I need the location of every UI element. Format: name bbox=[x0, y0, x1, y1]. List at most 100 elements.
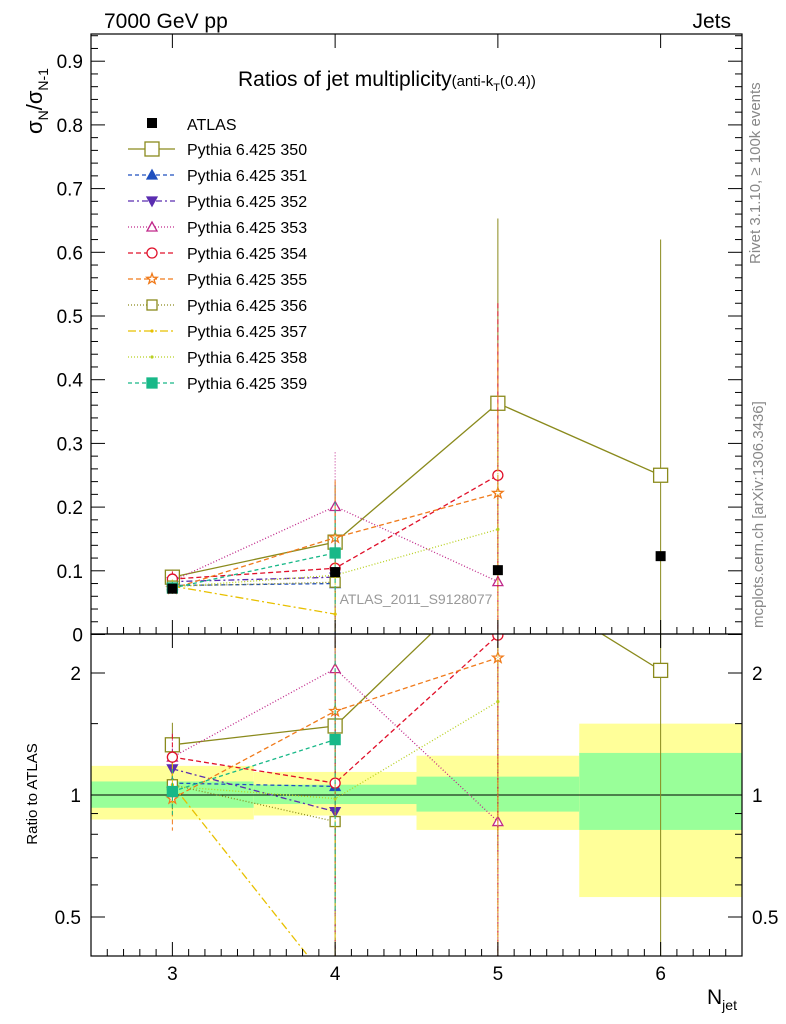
legend-358-marker bbox=[150, 355, 154, 359]
ylabel-ratio: Ratio to ATLAS bbox=[24, 743, 41, 844]
xtick-label-6: 6 bbox=[655, 964, 666, 985]
main-panel: ATLAS_2011_S9128077 00.10.20.30.40.50.60… bbox=[57, 33, 743, 647]
atlas-point-4 bbox=[330, 567, 341, 578]
series-350-ratio-point-6-shape bbox=[652, 662, 669, 679]
series-359-point-4 bbox=[329, 547, 341, 559]
ratio-data-layer bbox=[91, 634, 742, 992]
ratio-ytick-label-2: 2 bbox=[70, 664, 81, 685]
legend-atlas-label: ATLAS bbox=[187, 117, 237, 134]
series-359-main bbox=[166, 502, 341, 604]
atlas-point-5 bbox=[492, 565, 503, 576]
main-data-layer bbox=[164, 218, 669, 634]
series-351-ratio-line bbox=[172, 782, 336, 788]
legend-357-label: Pythia 6.425 357 bbox=[187, 324, 307, 341]
series-358-ratio-line bbox=[172, 701, 499, 800]
xtick-label-3: 3 bbox=[167, 964, 178, 985]
main-ytick-label-5: 0.5 bbox=[57, 307, 83, 328]
rivet-label: Rivet 3.1.10, ≥ 100k events bbox=[747, 82, 764, 264]
legend-355-marker bbox=[144, 271, 160, 285]
legend-355-label: Pythia 6.425 355 bbox=[187, 272, 307, 289]
legend-359-marker bbox=[146, 377, 158, 389]
xlabel-sub: jet bbox=[721, 997, 737, 1013]
legend-355-marker-shape bbox=[144, 271, 160, 285]
legend-350-marker bbox=[144, 141, 160, 157]
series-358-point-5-shape bbox=[496, 527, 500, 531]
ratio-ytick-label-0.5: 0.5 bbox=[55, 908, 81, 929]
ylabel-slash-sigma: /σ bbox=[22, 90, 47, 110]
header-right: Jets bbox=[692, 10, 731, 33]
series-352-line bbox=[172, 576, 336, 583]
series-359-ratio-point-3 bbox=[166, 785, 179, 798]
series-356-ratio-line bbox=[172, 784, 336, 823]
legend-359-label: Pythia 6.425 359 bbox=[187, 376, 307, 393]
series-359-point-4-shape bbox=[329, 547, 341, 559]
series-350-point-6-shape bbox=[652, 467, 669, 483]
chart-title: Ratios of jet multiplicity(anti-kT(0.4)) bbox=[238, 68, 536, 94]
legend-358-label: Pythia 6.425 358 bbox=[187, 350, 307, 367]
series-357-ratio-line bbox=[171, 784, 309, 956]
series-357-point-4-shape bbox=[333, 612, 337, 616]
series-357-ratio-point-4-shape bbox=[334, 989, 337, 992]
xlabel-n: N bbox=[707, 986, 722, 1009]
series-358-ratio-point-5 bbox=[496, 700, 500, 704]
series-357-ratio-point-4 bbox=[334, 989, 337, 992]
legend-354-marker-shape bbox=[146, 247, 158, 259]
series-355-point-5-shape bbox=[490, 485, 505, 500]
header-left: 7000 GeV pp bbox=[104, 10, 228, 33]
series-354-ratio-point-3-shape bbox=[166, 751, 179, 763]
legend-356-marker-shape bbox=[146, 299, 158, 311]
series-359-ratio-point-3-shape bbox=[166, 785, 179, 798]
legend-353-label: Pythia 6.425 353 bbox=[187, 220, 307, 237]
series-355-point-5 bbox=[490, 485, 505, 500]
main-ytick-label-1: 0.1 bbox=[57, 562, 83, 583]
ylabel-main: σN/σN-1 bbox=[22, 68, 51, 134]
series-359-ratio-point-4 bbox=[329, 733, 341, 746]
legend-351-marker bbox=[145, 168, 159, 180]
xlabel: Njet bbox=[707, 986, 737, 1013]
series-358-point-5 bbox=[496, 527, 500, 531]
legend-356-marker bbox=[146, 299, 158, 311]
series-357-line bbox=[172, 585, 336, 615]
mcplots-label: mcplots.cern.ch [arXiv:1306.3436] bbox=[750, 401, 767, 628]
chart-title-sub: T bbox=[493, 82, 500, 94]
main-ytick-label-7: 0.7 bbox=[57, 180, 83, 201]
series-359-ratio bbox=[166, 654, 341, 913]
main-ytick-label-9: 0.9 bbox=[57, 52, 83, 73]
ylabel-sub-n-1: N-1 bbox=[35, 68, 51, 91]
watermark: ATLAS_2011_S9128077 bbox=[340, 591, 493, 607]
legend-352-marker-shape bbox=[145, 196, 159, 208]
legend-atlas-marker bbox=[147, 118, 157, 128]
series-350-ratio-point-6 bbox=[652, 662, 669, 679]
series-350-line bbox=[172, 402, 661, 578]
main-ytick-label-8: 0.8 bbox=[57, 116, 83, 137]
xtick-label-5: 5 bbox=[493, 964, 504, 985]
legend-359-marker-shape bbox=[146, 377, 158, 389]
main-ytick-label-2: 0.2 bbox=[57, 498, 83, 519]
main-ytick-label-3: 0.3 bbox=[57, 434, 83, 455]
series-358-ratio-point-5-shape bbox=[496, 700, 500, 704]
chart-title-main: Ratios of jet multiplicity bbox=[238, 68, 452, 91]
legend-357-marker bbox=[150, 329, 154, 333]
chart-title-tail: (0.4)) bbox=[500, 73, 536, 90]
legend-358-marker-shape bbox=[150, 355, 154, 359]
legend-354-marker bbox=[146, 247, 158, 259]
ratio-ytick-label-r-1: 1 bbox=[752, 786, 763, 807]
ratio-ytick-label-r-0.5: 0.5 bbox=[752, 908, 778, 929]
legend: ATLAS Pythia 6.425 350 Pythia 6.425 351 Pyt… bbox=[128, 117, 307, 393]
legend-350-label: Pythia 6.425 350 bbox=[187, 142, 307, 159]
main-ytick-label-4: 0.4 bbox=[57, 371, 84, 392]
ylabel-sub-n: N bbox=[35, 110, 51, 120]
legend-354-label: Pythia 6.425 354 bbox=[187, 246, 307, 263]
series-358-ratio-point-4 bbox=[333, 796, 337, 801]
legend-357-marker-shape bbox=[150, 329, 154, 333]
series-350-ratio-line bbox=[172, 634, 661, 746]
legend-350-marker-shape bbox=[144, 141, 160, 157]
series-356-ratio bbox=[166, 701, 341, 956]
series-350-point-6 bbox=[652, 467, 669, 483]
legend-356-label: Pythia 6.425 356 bbox=[187, 298, 307, 315]
series-351-line bbox=[172, 582, 336, 587]
chart-title-suffix: (anti-k bbox=[452, 73, 494, 90]
ratio-ytick-label-r-2: 2 bbox=[752, 664, 763, 685]
series-359-ratio-point-4-shape bbox=[329, 733, 341, 746]
